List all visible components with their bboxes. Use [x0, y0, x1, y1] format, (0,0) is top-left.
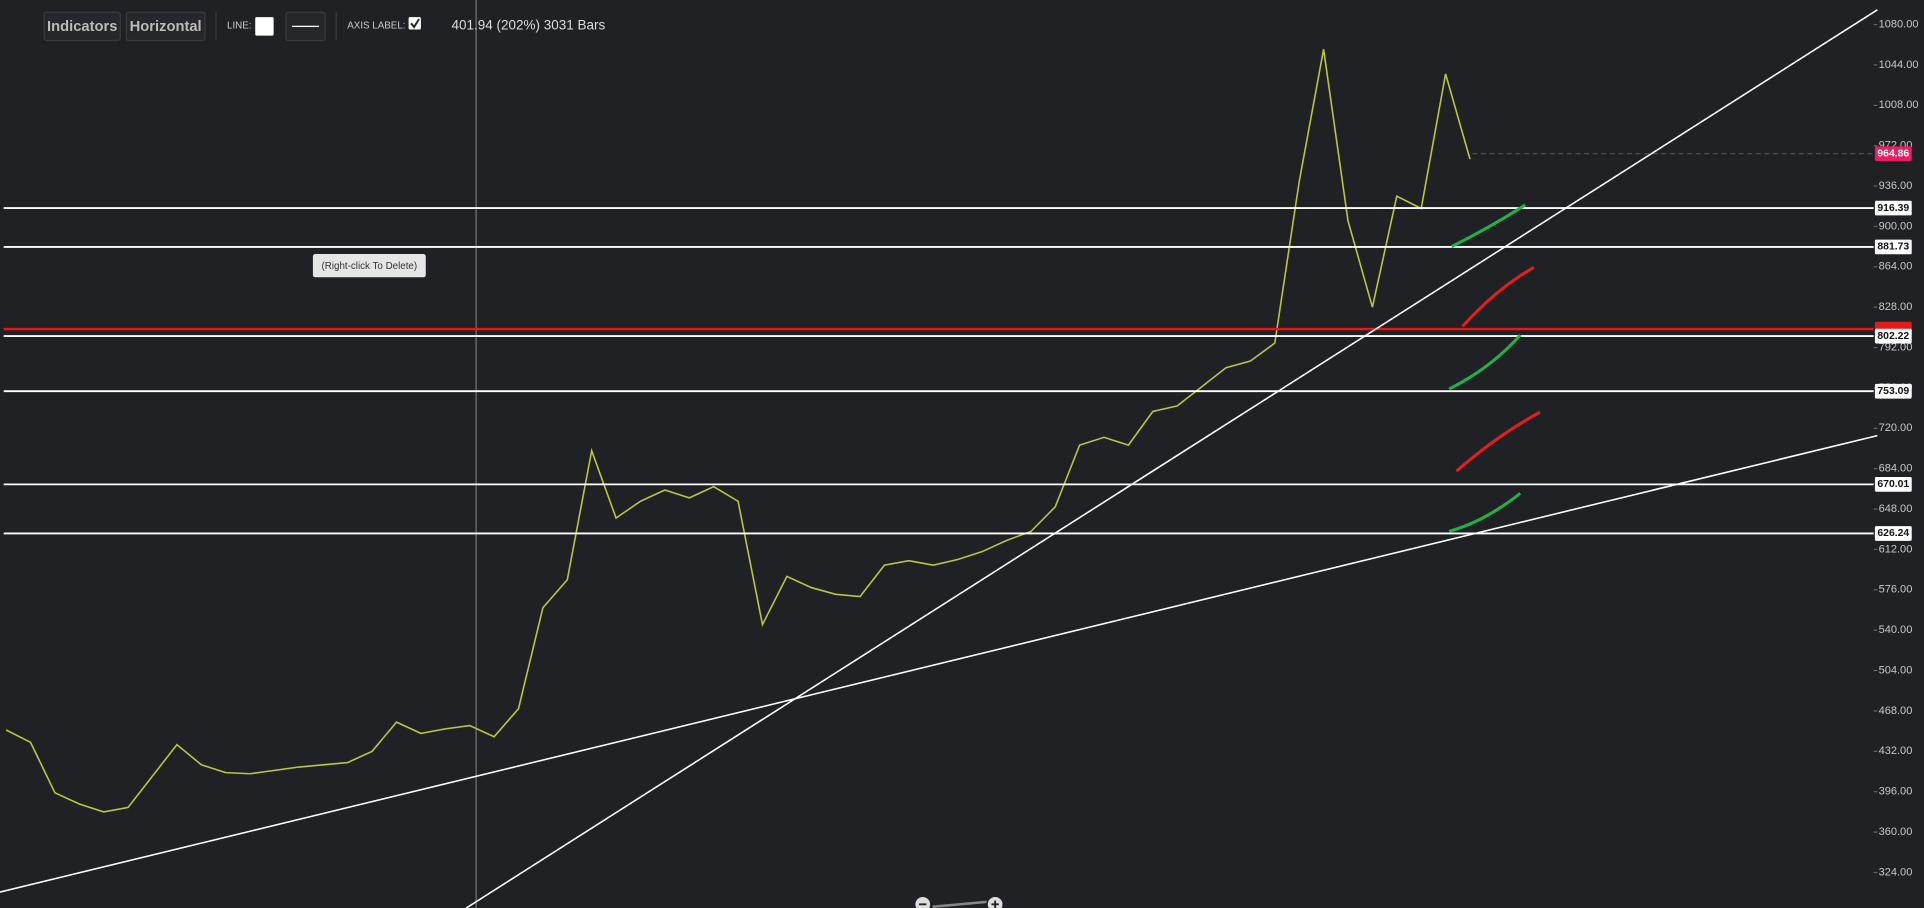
y-tick-label: 324.00: [1879, 866, 1913, 878]
drawn-curve: [1461, 266, 1535, 328]
horizontal-line-box: [1874, 477, 1912, 492]
y-tick-label: 1008.00: [1879, 99, 1919, 111]
plot: [3, 49, 1874, 813]
current-price-label: 964.86: [1877, 148, 1909, 159]
drawn-curve: [1448, 492, 1522, 533]
y-tick-label: 540.00: [1879, 624, 1913, 636]
axis-label-label: AXIS LABEL:: [347, 20, 405, 31]
drawn-curve: [1448, 333, 1522, 391]
y-tick-label: 612.00: [1879, 543, 1913, 555]
y-tick-label: 936.00: [1879, 180, 1913, 192]
horizontal-line-box: [1874, 239, 1912, 255]
y-tick-label: 576.00: [1879, 584, 1913, 596]
y-tick-label: 900.00: [1879, 220, 1913, 232]
horizontal-line-box: [1874, 328, 1912, 344]
horizontal-line-label: 670.01: [1877, 479, 1909, 490]
y-tick-label: 360.00: [1879, 826, 1913, 838]
horizontal-line-box: [1874, 200, 1912, 216]
y-tick-label: 504.00: [1879, 664, 1913, 676]
horizontal-line-box: [1874, 526, 1912, 541]
y-tick-label: 864.00: [1879, 261, 1913, 273]
line-label: LINE:: [227, 20, 252, 31]
y-tick-label: 396.00: [1879, 786, 1913, 798]
y-tick-label: 468.00: [1879, 705, 1913, 717]
horizontal-line-box: [1874, 383, 1912, 399]
tooltip: (Right-click To Delete): [322, 261, 418, 272]
y-tick-label: 1080.00: [1879, 18, 1919, 30]
info-text: 401.94 (202%) 3031 Bars: [452, 17, 606, 32]
zoom-in-icon: [991, 900, 999, 908]
horizontal-label[interactable]: Horizontal: [130, 19, 202, 35]
drawn-curve: [1455, 410, 1541, 473]
trend-line: [0, 434, 1878, 893]
line-labels: 964.86 916.39 881.73 802.22 753.09 670.01 626.…: [1874, 146, 1912, 541]
horizontal-button[interactable]: [125, 11, 206, 42]
drawn-curve: [1450, 203, 1527, 249]
indicators-label[interactable]: Indicators: [47, 19, 117, 35]
zoom-slider[interactable]: [932, 900, 987, 908]
y-tick-label: 432.00: [1879, 745, 1913, 757]
checkmark: [410, 18, 420, 29]
price-line: [5, 49, 1471, 813]
horizontal-line-label: 881.73: [1877, 242, 1909, 253]
horizontal-line-label: 802.22: [1877, 331, 1909, 342]
trend-line: [465, 9, 1878, 908]
y-tick-label: 792.00: [1879, 341, 1913, 353]
y-tick-label: 720.00: [1879, 422, 1913, 434]
line-color[interactable]: [255, 17, 274, 36]
horizontal-line-label: 753.09: [1877, 386, 1909, 397]
current-price-box: [1874, 146, 1912, 162]
horizontal-line-label: 916.39: [1877, 203, 1909, 214]
tooltip-box: [312, 253, 426, 278]
indicators-button[interactable]: [43, 11, 121, 42]
y-tick-label: 1044.00: [1879, 59, 1919, 71]
zoom-out[interactable]: [915, 896, 931, 908]
y-tick-label: 648.00: [1879, 503, 1913, 515]
y-tick-label: 684.00: [1879, 463, 1913, 475]
y-tick-label: 828.00: [1879, 301, 1913, 313]
horizontal-line-label: 626.24: [1877, 528, 1909, 539]
